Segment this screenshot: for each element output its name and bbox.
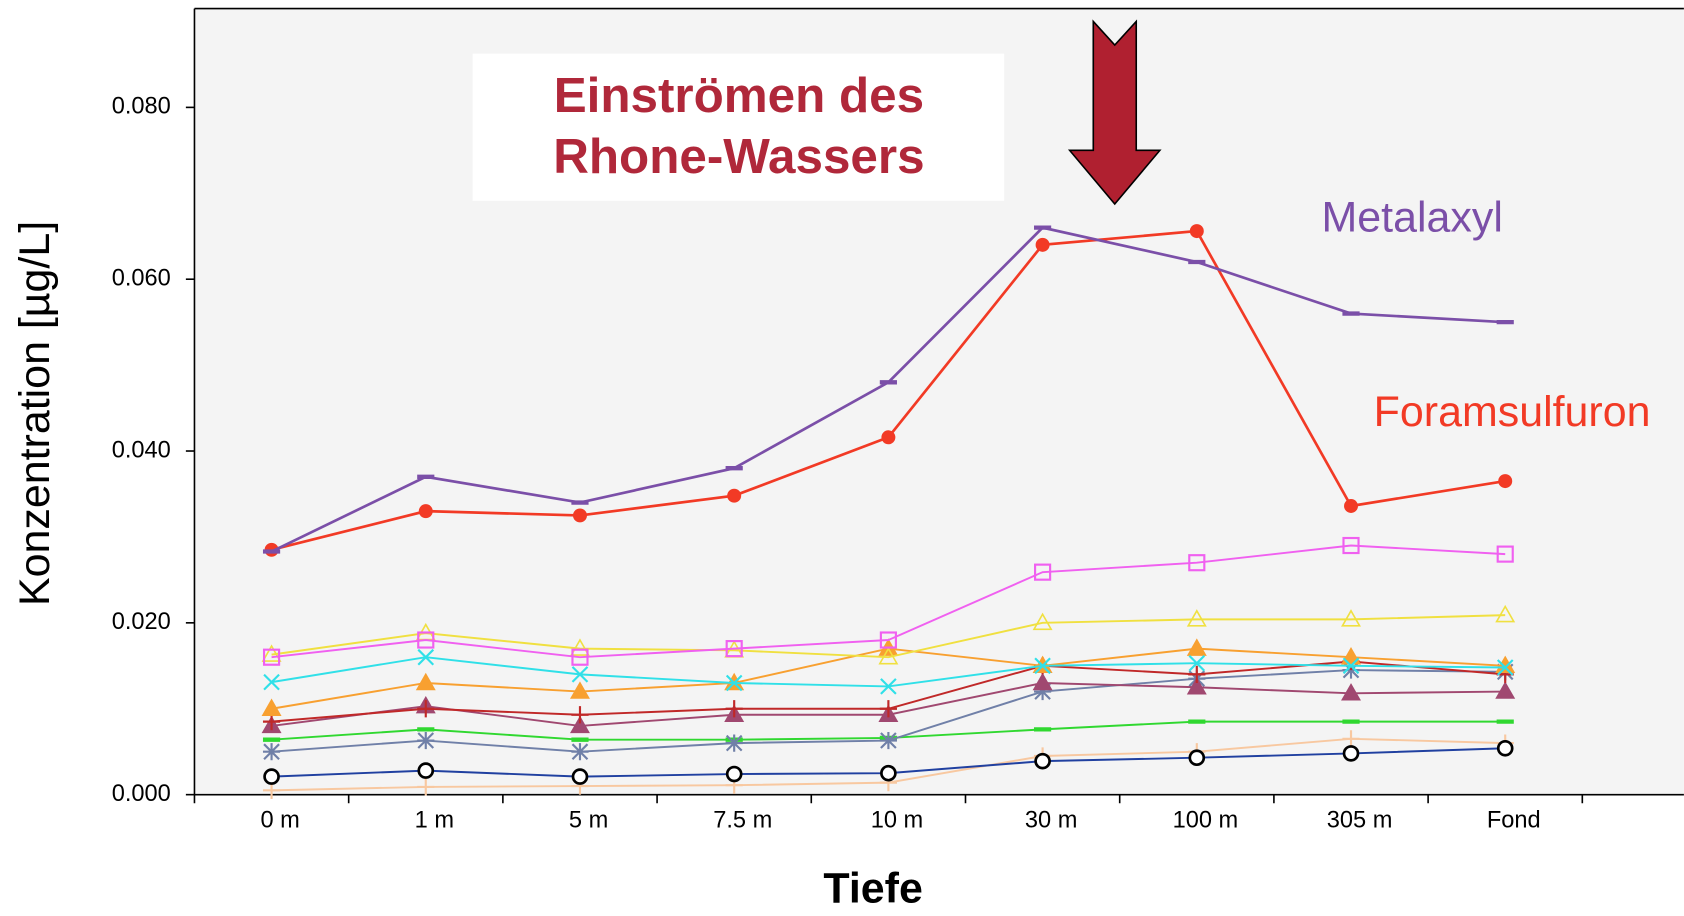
annotation-box xyxy=(472,53,1005,201)
marker xyxy=(1498,474,1513,489)
series-line xyxy=(271,544,1506,659)
x-tick-label: 7.5 m xyxy=(713,808,772,834)
marker xyxy=(1188,654,1206,672)
marker xyxy=(571,743,589,761)
marker xyxy=(880,678,897,695)
marker xyxy=(1341,646,1361,665)
marker xyxy=(1186,638,1207,656)
marker xyxy=(1342,536,1360,555)
x-tick-label: 100 m xyxy=(1173,808,1239,834)
x-tick-label: 305 m xyxy=(1327,808,1393,834)
marker xyxy=(263,673,280,691)
marker xyxy=(1496,659,1514,676)
marker xyxy=(1342,730,1360,748)
annotation-line: Rhone-Wassers xyxy=(553,129,924,184)
marker xyxy=(570,715,590,734)
marker xyxy=(571,648,589,666)
x-tick-label: 0 m xyxy=(260,808,299,834)
marker xyxy=(1186,609,1207,627)
marker xyxy=(1032,612,1053,631)
marker xyxy=(417,762,435,779)
marker xyxy=(727,488,742,503)
marker xyxy=(725,640,743,658)
marker xyxy=(417,778,435,796)
marker xyxy=(1188,554,1206,572)
marker xyxy=(1188,665,1206,683)
annotation-line: Einströmen des xyxy=(554,68,924,123)
marker xyxy=(261,644,282,662)
marker xyxy=(879,631,897,649)
marker xyxy=(880,764,897,782)
marker xyxy=(263,768,280,785)
marker xyxy=(878,646,899,665)
x-tick-label: 10 m xyxy=(871,808,924,834)
y-tick-label: 0.060 xyxy=(112,265,171,291)
marker xyxy=(417,700,435,718)
marker xyxy=(1342,657,1360,675)
marker xyxy=(1032,672,1053,691)
series-line xyxy=(271,614,1506,659)
marker xyxy=(570,681,590,699)
marker xyxy=(415,672,436,691)
marker xyxy=(417,731,435,750)
marker xyxy=(571,706,589,724)
y-tick-label: 0.020 xyxy=(112,609,171,635)
marker xyxy=(261,698,282,716)
marker xyxy=(1188,749,1206,767)
marker xyxy=(572,508,587,523)
marker xyxy=(571,768,589,785)
marker xyxy=(879,700,897,718)
marker xyxy=(1035,237,1050,252)
marker xyxy=(1034,657,1051,675)
marker xyxy=(1034,682,1052,701)
marker xyxy=(417,631,435,649)
x-axis-label: Tiefe xyxy=(823,865,922,913)
series-label: Metalaxyl xyxy=(1322,193,1503,241)
y-tick-label: 0.080 xyxy=(112,94,171,120)
marker xyxy=(417,648,435,666)
y-axis-label: Konzentration [µg/L] xyxy=(11,221,59,606)
marker xyxy=(262,648,281,666)
marker xyxy=(1495,681,1516,699)
marker xyxy=(879,731,897,750)
marker xyxy=(1034,563,1052,581)
marker xyxy=(262,743,281,761)
marker xyxy=(1341,609,1361,627)
marker xyxy=(725,700,743,718)
marker xyxy=(725,734,743,752)
marker xyxy=(881,430,896,445)
series-label: Foramsulfuron xyxy=(1374,388,1651,436)
marker xyxy=(571,666,589,683)
x-tick-label: 1 m xyxy=(415,808,454,834)
marker xyxy=(1186,677,1207,695)
y-tick-label: 0.000 xyxy=(112,781,171,807)
marker xyxy=(570,638,590,656)
marker xyxy=(1495,604,1516,623)
marker xyxy=(1341,683,1361,701)
marker xyxy=(725,765,743,783)
marker xyxy=(1344,499,1358,513)
marker xyxy=(725,674,743,692)
marker xyxy=(1034,752,1051,770)
x-tick-label: 5 m xyxy=(569,808,608,834)
marker xyxy=(1189,224,1204,239)
y-tick-label: 0.040 xyxy=(112,437,171,463)
x-tick-label: 30 m xyxy=(1025,808,1078,834)
marker xyxy=(1496,739,1514,757)
arrow xyxy=(1067,19,1162,206)
marker xyxy=(1496,545,1514,563)
marker xyxy=(418,504,433,519)
x-tick-label: Fond xyxy=(1487,808,1541,834)
marker xyxy=(1342,745,1360,762)
